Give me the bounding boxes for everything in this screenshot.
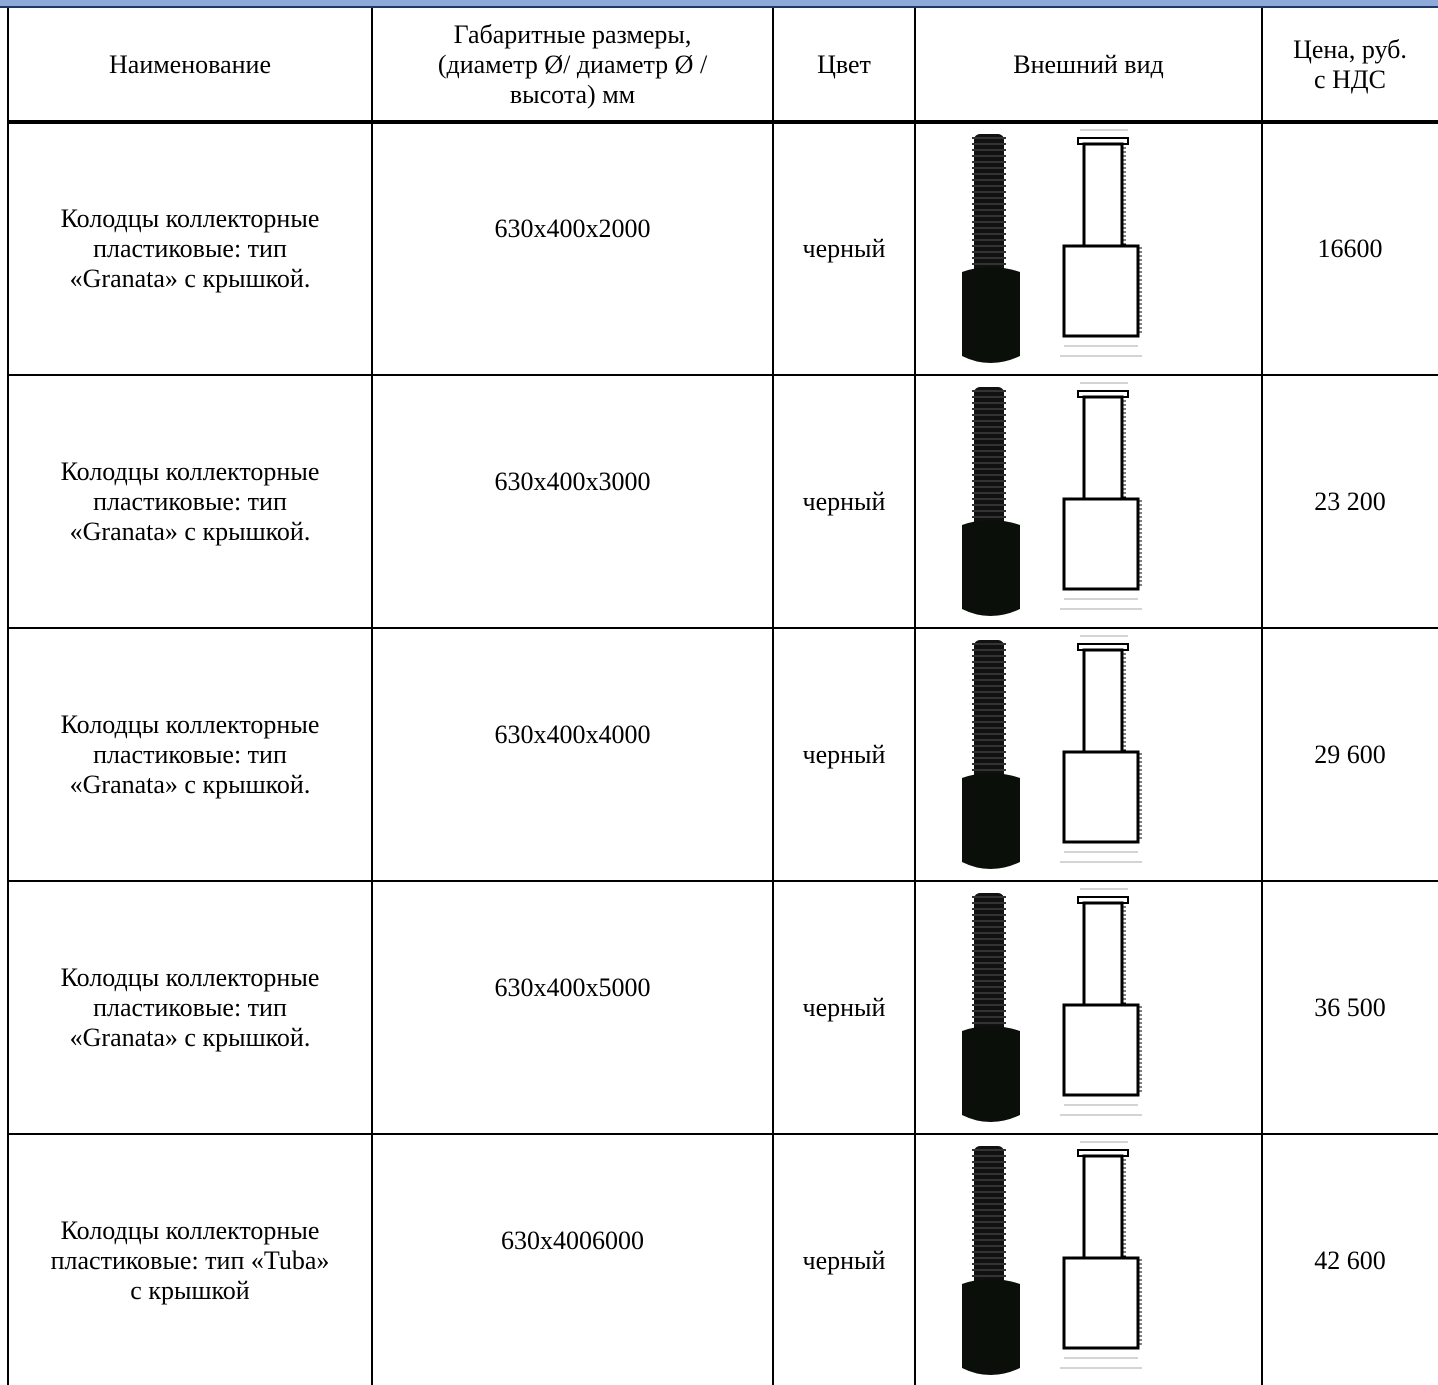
product-name: Колодцы коллекторные пластиковые: тип «G… bbox=[60, 962, 320, 1052]
product-image bbox=[962, 635, 1142, 869]
title-bar bbox=[0, 0, 1438, 8]
dimensions: 630x400x4000 bbox=[494, 719, 651, 749]
header-cell: Цвет bbox=[817, 50, 871, 79]
dimensions: 630x4006000 bbox=[501, 1225, 644, 1255]
row-border bbox=[8, 880, 1438, 882]
product-image bbox=[962, 382, 1142, 616]
row-border bbox=[8, 627, 1438, 629]
dimensions: 630x400x2000 bbox=[494, 213, 651, 243]
column-border bbox=[7, 8, 9, 1385]
header-border bbox=[8, 120, 1438, 124]
dimensions: 630x400x5000 bbox=[494, 972, 651, 1002]
row-border bbox=[8, 1133, 1438, 1135]
price: 23 200 bbox=[1314, 486, 1386, 516]
dimensions: 630x400x3000 bbox=[494, 466, 651, 496]
header-cell: Габаритные размеры, (диаметр Ø/ диаметр … bbox=[437, 20, 708, 109]
product-name: Колодцы коллекторные пластиковые: тип «G… bbox=[60, 203, 320, 293]
product-name: Колодцы коллекторные пластиковые: тип «T… bbox=[50, 1215, 330, 1305]
color: черный bbox=[802, 486, 886, 516]
color: черный bbox=[802, 739, 886, 769]
color: черный bbox=[802, 233, 886, 263]
color: черный bbox=[802, 1245, 886, 1275]
product-name: Колодцы коллекторные пластиковые: тип «G… bbox=[60, 456, 320, 546]
color: черный bbox=[802, 992, 886, 1022]
price: 36 500 bbox=[1314, 992, 1386, 1022]
price: 42 600 bbox=[1314, 1245, 1386, 1275]
header-cell: Цена, руб. с НДС bbox=[1293, 35, 1407, 94]
column-border bbox=[914, 8, 916, 1385]
header-cell: Наименование bbox=[109, 50, 271, 79]
column-border bbox=[371, 8, 373, 1385]
price: 16600 bbox=[1317, 233, 1383, 263]
row-border bbox=[8, 374, 1438, 376]
column-border bbox=[772, 8, 774, 1385]
price: 29 600 bbox=[1314, 739, 1386, 769]
product-image bbox=[962, 888, 1142, 1122]
column-border bbox=[1261, 8, 1263, 1385]
header-cell: Внешний вид bbox=[1013, 50, 1164, 79]
product-image bbox=[962, 129, 1142, 363]
product-image bbox=[962, 1141, 1142, 1375]
product-name: Колодцы коллекторные пластиковые: тип «G… bbox=[60, 709, 320, 799]
